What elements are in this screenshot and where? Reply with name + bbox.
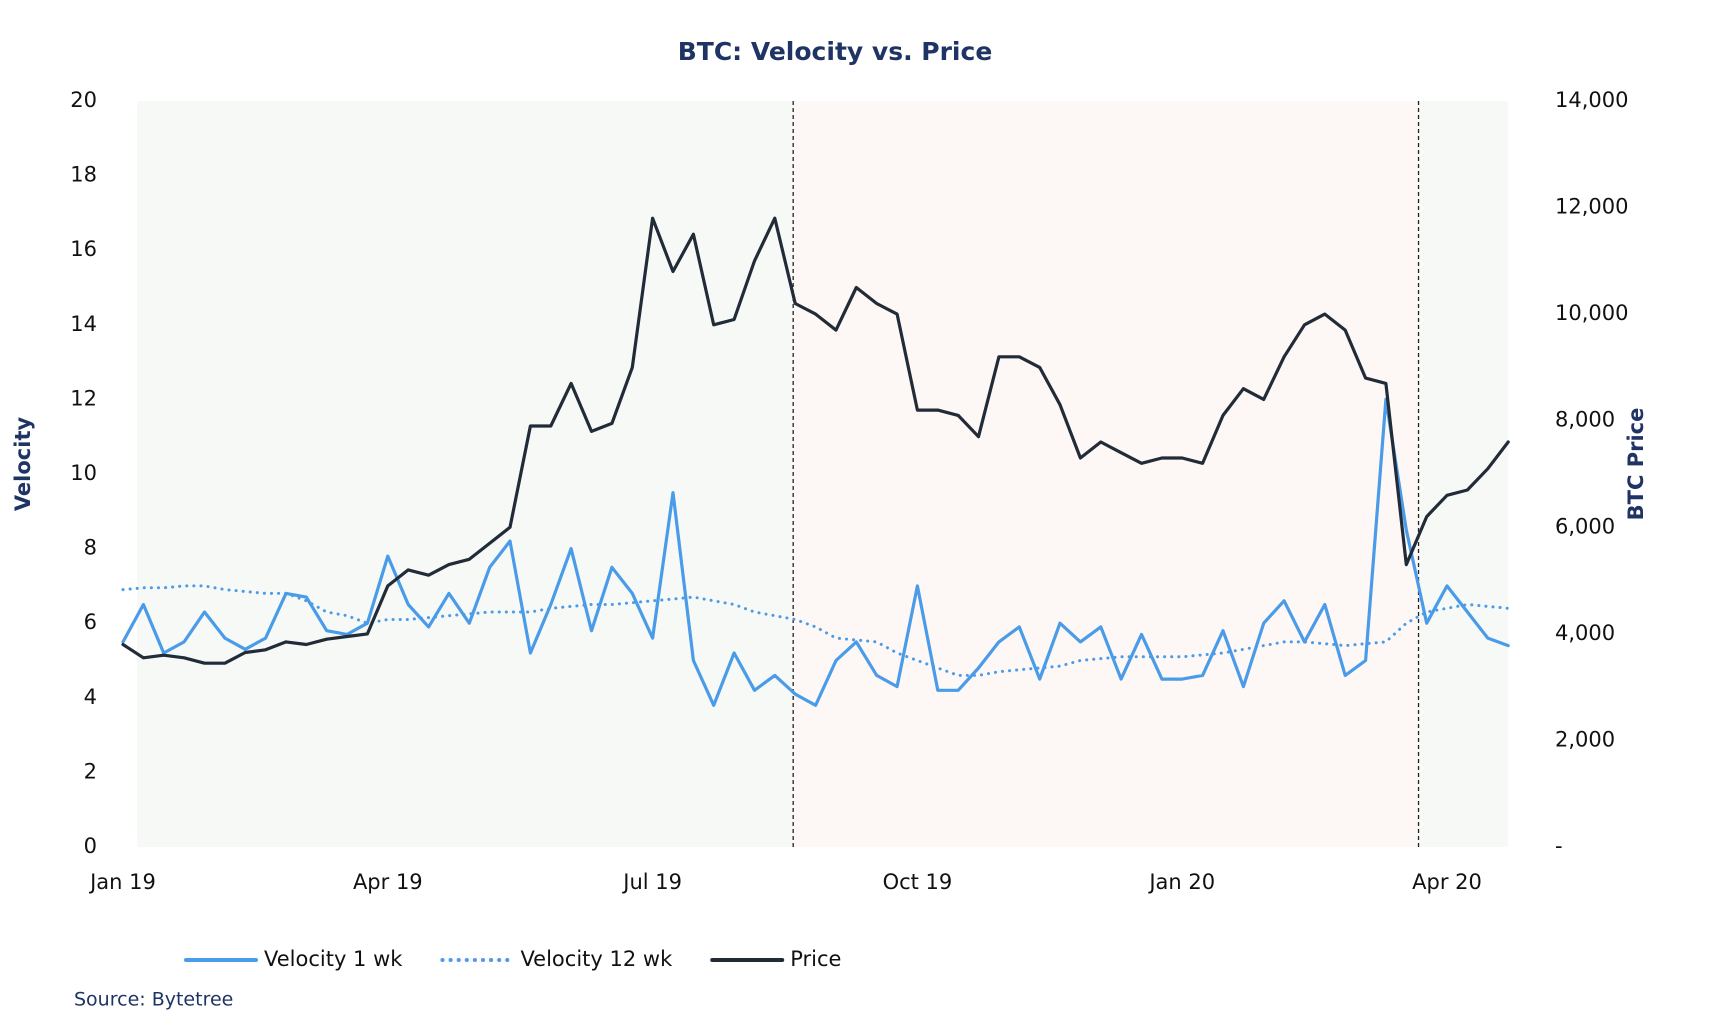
y2-axis-label: BTC Price: [1624, 408, 1648, 521]
y2-tick-label: 12,000: [1555, 195, 1628, 219]
x-tick-label: Jul 19: [621, 870, 682, 894]
legend-label: Velocity 12 wk: [520, 947, 673, 971]
x-tick-label: Apr 20: [1412, 870, 1482, 894]
y2-tick-label: 6,000: [1555, 514, 1615, 538]
y-tick-label: 6: [84, 610, 97, 634]
y-tick-label: 0: [84, 834, 97, 858]
series-line: [121, 397, 1510, 707]
source-note: Source: Bytetree: [74, 989, 233, 1011]
y-tick-label: 18: [70, 163, 97, 187]
y-tick-label: 4: [84, 685, 97, 709]
region-shade: [793, 101, 1419, 847]
legend-label: Price: [790, 947, 841, 971]
y2-tick-label: -: [1555, 834, 1563, 858]
y-tick-label: 10: [70, 461, 97, 485]
series-line: [121, 216, 1510, 665]
x-tick-label: Oct 19: [883, 870, 953, 894]
y-tick-label: 16: [70, 237, 97, 261]
y2-tick-label: 2,000: [1555, 727, 1615, 751]
series-line: [121, 584, 1510, 677]
region-shade: [137, 101, 794, 847]
regions: [137, 101, 1509, 847]
y-tick-label: 14: [70, 312, 97, 336]
y2-tick-label: 8,000: [1555, 408, 1615, 432]
x-tick-label: Jan 20: [1147, 870, 1215, 894]
y2-tick-label: 4,000: [1555, 621, 1615, 645]
region-shade: [1418, 101, 1509, 847]
legend-label: Velocity 1 wk: [264, 947, 403, 971]
y-tick-label: 20: [70, 88, 97, 112]
x-tick-label: Apr 19: [353, 870, 423, 894]
y-tick-label: 12: [70, 386, 97, 410]
y2-tick-label: 14,000: [1555, 88, 1628, 112]
y-tick-label: 8: [84, 536, 97, 560]
chart-title: BTC: Velocity vs. Price: [678, 37, 993, 66]
y-tick-label: 2: [84, 759, 97, 783]
x-tick-label: Jan 19: [88, 870, 156, 894]
y-axis-label: Velocity: [11, 417, 35, 512]
y2-tick-label: 10,000: [1555, 301, 1628, 325]
